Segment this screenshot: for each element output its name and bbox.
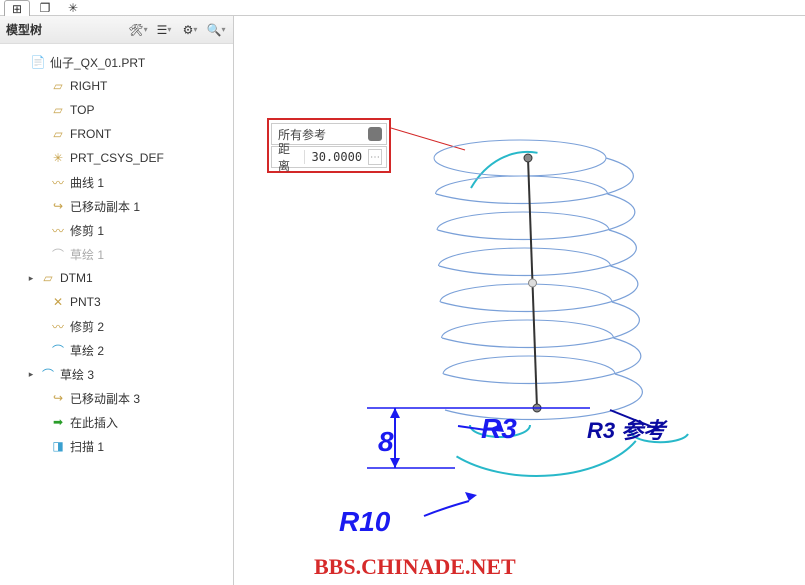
tree-item-16[interactable]: ◨扫描 1: [2, 434, 231, 458]
param-row-dist[interactable]: 距离 30.0000 ⋯: [271, 146, 387, 168]
tree-item-5[interactable]: 〰曲线 1: [2, 170, 231, 194]
tree-label: 曲线 1: [70, 174, 104, 191]
tree-item-12[interactable]: ⌒草绘 2: [2, 338, 231, 362]
watermark: BBS.CHINADE.NET: [314, 554, 516, 580]
tab-tree[interactable]: ⊞: [4, 0, 30, 16]
tab-new[interactable]: ✳: [60, 0, 86, 16]
tree-label: 修剪 1: [70, 222, 104, 239]
feature-icon: ▱: [50, 126, 66, 142]
tree-label: 草绘 1: [70, 246, 104, 263]
expander-icon[interactable]: ▸: [26, 273, 36, 283]
feature-icon: ⌒: [50, 246, 66, 262]
expander-icon: [36, 393, 46, 403]
expander-icon: [36, 177, 46, 187]
drawing-svg: [234, 16, 805, 585]
tree-label: 仙子_QX_01.PRT: [50, 54, 145, 71]
feature-icon: ✳: [50, 150, 66, 166]
param-value-dist[interactable]: 30.0000: [304, 150, 368, 164]
tree-label: 扫描 1: [70, 438, 104, 455]
tree-label: 草绘 3: [60, 366, 94, 383]
expander-icon[interactable]: ▸: [26, 369, 36, 379]
tool-list-icon: ☰: [157, 23, 168, 37]
expander-icon: [36, 129, 46, 139]
tree-label: 已移动副本 3: [70, 390, 140, 407]
tree-label: PNT3: [70, 295, 101, 309]
tree-label: 修剪 2: [70, 318, 104, 335]
feature-icon: ▱: [50, 102, 66, 118]
tree-item-14[interactable]: ↪已移动副本 3: [2, 386, 231, 410]
feature-icon: ▱: [50, 78, 66, 94]
expander-icon: [36, 153, 46, 163]
feature-icon: ➡: [50, 414, 66, 430]
tree-label: FRONT: [70, 127, 111, 141]
feature-icon: ▱: [40, 270, 56, 286]
feature-icon: ↪: [50, 198, 66, 214]
expander-icon: [36, 441, 46, 451]
tree-label: 在此插入: [70, 414, 118, 431]
tree-item-3[interactable]: ▱ FRONT: [2, 122, 231, 146]
tree-item-1[interactable]: ▱ RIGHT: [2, 74, 231, 98]
expander-icon: [36, 297, 46, 307]
feature-icon: ◨: [50, 438, 66, 454]
tool-settings-icon: ⚙: [183, 23, 194, 37]
expander-icon: [36, 249, 46, 259]
feature-icon: 📄: [30, 54, 46, 70]
tree-label: DTM1: [60, 271, 93, 285]
expander-icon: [36, 417, 46, 427]
dim-r3-ref: R3 参考: [587, 413, 665, 445]
feature-icon: ⌒: [40, 366, 56, 382]
feature-icon: ✕: [50, 294, 66, 310]
tool-settings[interactable]: ⚙▾: [179, 20, 201, 40]
feature-icon: ↪: [50, 390, 66, 406]
tree-item-9[interactable]: ▸ ▱ DTM1: [2, 266, 231, 290]
tree-item-10[interactable]: ✕ PNT3: [2, 290, 231, 314]
expander-icon: [36, 105, 46, 115]
tree-item-11[interactable]: 〰修剪 2: [2, 314, 231, 338]
tool-list[interactable]: ☰▾: [153, 20, 175, 40]
feature-icon: 〰: [50, 222, 66, 238]
expander-icon: [16, 57, 26, 67]
expander-icon: [36, 345, 46, 355]
feature-icon: 〰: [50, 174, 66, 190]
tree-label: TOP: [70, 103, 94, 117]
panel-header: 模型树 🛠▾☰▾⚙▾🔍▾: [0, 16, 233, 44]
tool-hammer[interactable]: 🛠▾: [127, 20, 149, 40]
tool-search-icon: 🔍: [207, 23, 222, 37]
expander-icon: [36, 201, 46, 211]
expander-icon: [36, 321, 46, 331]
feature-icon: 〰: [50, 318, 66, 334]
tree-item-13[interactable]: ▸ ⌒草绘 3: [2, 362, 231, 386]
tree-item-6[interactable]: ↪已移动副本 1: [2, 194, 231, 218]
dim-r10: R10: [339, 506, 390, 538]
dim-r3: R3: [481, 413, 517, 445]
dim-8: 8: [378, 426, 394, 458]
minus-icon[interactable]: [368, 127, 382, 141]
param-box[interactable]: 所有参考 距离 30.0000 ⋯: [267, 118, 391, 173]
expander-icon: [36, 225, 46, 235]
tree-item-0[interactable]: 📄仙子_QX_01.PRT: [2, 50, 231, 74]
tree-item-2[interactable]: ▱ TOP: [2, 98, 231, 122]
model-tree: 📄仙子_QX_01.PRT ▱ RIGHT ▱ TOP ▱ FRONT ✳ PRT_CSYS_D…: [0, 44, 233, 464]
tree-item-15[interactable]: ➡在此插入: [2, 410, 231, 434]
tool-search[interactable]: 🔍▾: [205, 20, 227, 40]
tab-layers[interactable]: ❐: [32, 0, 58, 16]
tree-label: RIGHT: [70, 79, 107, 93]
tree-item-8[interactable]: ⌒草绘 1: [2, 242, 231, 266]
tree-item-4[interactable]: ✳ PRT_CSYS_DEF: [2, 146, 231, 170]
tree-label: 已移动副本 1: [70, 198, 140, 215]
expander-icon: [36, 81, 46, 91]
tool-hammer-icon: 🛠: [128, 23, 143, 37]
top-tab-strip: ⊞❐✳: [0, 0, 805, 16]
panel-tools: 🛠▾☰▾⚙▾🔍▾: [127, 20, 227, 40]
tree-label: 草绘 2: [70, 342, 104, 359]
feature-icon: ⌒: [50, 342, 66, 358]
param-label-dist: 距离: [272, 140, 304, 174]
model-tree-panel: 模型树 🛠▾☰▾⚙▾🔍▾ 📄仙子_QX_01.PRT ▱ RIGHT ▱ TOP ▱ FRO…: [0, 16, 234, 585]
panel-title: 模型树: [6, 21, 127, 38]
tree-label: PRT_CSYS_DEF: [70, 151, 164, 165]
unit-icon[interactable]: ⋯: [368, 149, 382, 165]
graphics-canvas[interactable]: 所有参考 距离 30.0000 ⋯ 8 R3 R3 参考 R10 BBS.CHI…: [234, 16, 805, 585]
tree-item-7[interactable]: 〰修剪 1: [2, 218, 231, 242]
